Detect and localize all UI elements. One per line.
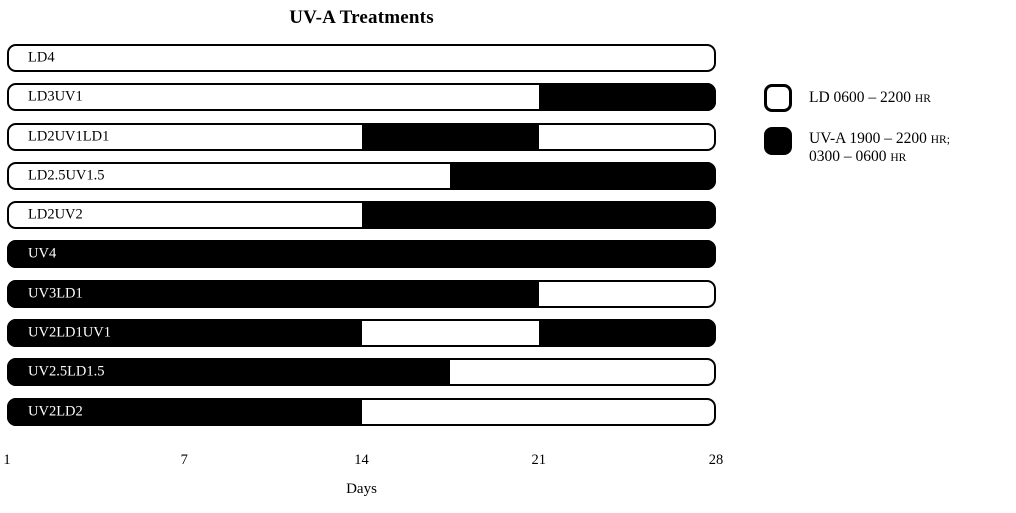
x-axis-label: Days: [346, 481, 377, 497]
axis-tick-7: 7: [180, 452, 188, 468]
bar-label: LD2UV2: [28, 206, 83, 223]
legend-label-uva: UV-A 1900 – 2200 HR; 0300 – 0600 HR: [809, 130, 950, 167]
bar-segment-UV-A: [538, 319, 716, 348]
treatment-bar-UV2LD1UV1: UV2LD1UV1: [7, 319, 716, 348]
bar-segments: [7, 319, 716, 348]
chart-title: UV-A Treatments: [289, 7, 434, 28]
treatment-bar-UV3LD1: UV3LD1: [7, 279, 716, 308]
bar-label: LD4: [28, 49, 55, 66]
bar-segment-UV-A: [7, 397, 362, 426]
legend-uva-text2: 0300 – 0600: [809, 148, 891, 166]
bar-label: UV2.5LD1.5: [28, 363, 105, 380]
treatment-bar-LD4: LD4: [7, 44, 716, 72]
bar-label: LD2.5UV1.5: [28, 167, 105, 184]
bar-segments: [7, 358, 716, 387]
bar-label: LD2UV1LD1: [28, 128, 110, 145]
treatment-bar-LD2.5UV1.5: LD2.5UV1.5: [7, 161, 716, 190]
bar-segment-LD: [7, 161, 451, 190]
bar-segment-UV-A: [538, 83, 716, 112]
bar-segment-LD: [7, 83, 539, 112]
bar-segment-UV-A: [7, 319, 362, 348]
treatment-bar-LD2UV1LD1: LD2UV1LD1: [7, 122, 716, 151]
treatment-bar-LD3UV1: LD3UV1: [7, 83, 716, 112]
bar-segments: [7, 83, 716, 112]
bar-label: UV2LD2: [28, 403, 83, 420]
bar-segment-LD: [7, 44, 716, 72]
legend-uva-hr-text2: HR: [890, 152, 907, 165]
legend: LD 0600 – 2200 HR UV-A 1900 – 2200 HR; 0…: [764, 84, 950, 167]
legend-uva-line2: 0300 – 0600 HR: [809, 148, 950, 166]
axis-tick-28: 28: [708, 452, 724, 468]
bar-segment-LD: [361, 397, 716, 426]
bar-segment-LD: [450, 358, 716, 387]
bar-segments: [7, 397, 716, 426]
legend-uva-text1: UV-A 1900 – 2200: [809, 130, 931, 147]
axis-tick-14: 14: [354, 452, 369, 468]
bar-segment-LD: [538, 122, 716, 151]
bar-label: UV2LD1UV1: [28, 324, 111, 341]
bars: LD4 LD3UV1 LD2UV1LD1 LD2.5UV1.5 LD2UV2 UV4 UV3…: [7, 44, 716, 426]
ld-swatch-icon: [764, 84, 792, 112]
bar-segments: [7, 122, 716, 151]
bar-segments: [7, 44, 716, 72]
bar-segments: [7, 279, 716, 308]
axis-tick-1: 1: [3, 452, 11, 468]
x-axis: 1 7 14 21 28: [3, 452, 723, 470]
treatment-bar-LD2UV2: LD2UV2: [7, 201, 716, 230]
bar-segment-LD: [361, 319, 539, 348]
uva-swatch-icon: [764, 127, 792, 155]
treatment-bar-UV2LD2: UV2LD2: [7, 397, 716, 426]
bar-segment-UV-A: [7, 358, 451, 387]
bar-segment-LD: [7, 122, 362, 151]
bar-label: LD3UV1: [28, 88, 83, 105]
bar-segment-UV-A: [450, 161, 716, 190]
bar-segments: [7, 161, 716, 190]
bar-segment-LD: [7, 201, 362, 230]
legend-uva-line1: UV-A 1900 – 2200 HR;: [809, 130, 950, 148]
legend-ld-hr-text: HR: [914, 92, 931, 105]
bar-segments: [7, 201, 716, 230]
legend-label-ld: LD 0600 – 2200 HR: [809, 89, 931, 107]
legend-item-uva: UV-A 1900 – 2200 HR; 0300 – 0600 HR: [764, 127, 950, 167]
bar-label: UV4: [28, 245, 57, 262]
bar-segment-UV-A: [361, 122, 539, 151]
bar-segment-UV-A: [7, 240, 716, 269]
bar-label: UV3LD1: [28, 285, 83, 302]
bar-segment-LD: [538, 279, 716, 308]
chart: UV-A Treatments LD4 LD3UV1 LD2UV1LD1 LD2.5U…: [3, 0, 723, 513]
axis-tick-21: 21: [531, 452, 547, 468]
legend-uva-hr-text1: HR;: [930, 134, 950, 146]
bar-segment-UV-A: [361, 201, 716, 230]
bar-segment-UV-A: [7, 279, 539, 308]
bar-segments: [7, 240, 716, 269]
treatment-bar-UV4: UV4: [7, 240, 716, 269]
legend-item-ld: LD 0600 – 2200 HR: [764, 84, 950, 112]
legend-ld-text: LD 0600 – 2200: [809, 88, 915, 106]
treatment-bar-UV2.5LD1.5: UV2.5LD1.5: [7, 358, 716, 387]
